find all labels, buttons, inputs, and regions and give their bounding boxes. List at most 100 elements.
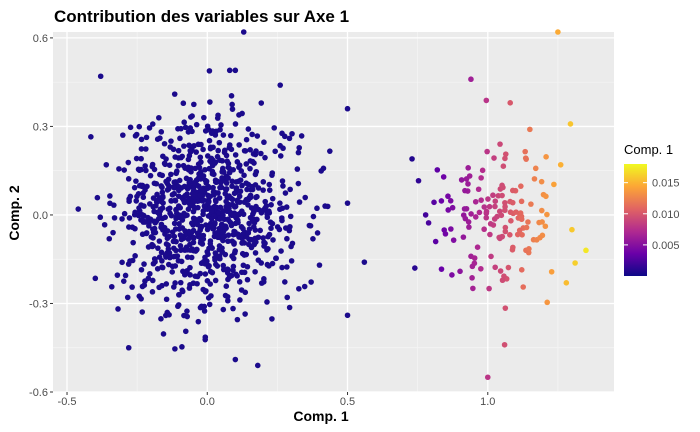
data-point <box>422 212 429 218</box>
data-point <box>266 231 273 238</box>
data-point <box>161 160 168 167</box>
data-point <box>107 200 113 207</box>
data-point <box>94 194 101 201</box>
data-point <box>212 250 219 256</box>
data-point <box>252 250 259 256</box>
data-point <box>296 285 302 292</box>
data-point <box>209 245 215 251</box>
data-point <box>198 168 204 175</box>
data-point <box>195 183 202 190</box>
data-point <box>486 203 493 210</box>
data-point <box>229 253 235 259</box>
x-axis-label: Comp. 1 <box>293 408 348 424</box>
data-point <box>126 198 132 205</box>
data-point <box>181 119 187 126</box>
data-point <box>176 291 182 298</box>
data-point <box>237 297 243 303</box>
data-point <box>415 177 422 184</box>
data-point <box>252 227 259 233</box>
data-point <box>232 67 239 74</box>
data-point <box>142 219 148 225</box>
data-point <box>185 156 192 163</box>
data-point <box>316 262 323 268</box>
data-point <box>186 142 192 149</box>
data-point <box>145 275 152 282</box>
data-point <box>310 235 316 242</box>
data-point <box>266 208 272 214</box>
data-point <box>176 226 183 232</box>
data-point <box>468 211 474 217</box>
data-point <box>322 203 328 209</box>
data-point <box>186 195 192 202</box>
data-point <box>127 124 134 131</box>
data-point <box>175 302 182 308</box>
data-point <box>295 149 302 156</box>
data-point <box>228 272 235 279</box>
data-point <box>231 210 238 217</box>
data-point <box>204 248 211 255</box>
data-point <box>195 175 202 182</box>
data-point <box>278 248 284 254</box>
colorbar <box>624 164 647 276</box>
data-point <box>284 294 291 301</box>
data-point <box>110 229 116 236</box>
data-point <box>478 175 484 181</box>
data-point <box>476 209 483 216</box>
data-point <box>175 162 182 169</box>
data-point <box>463 176 470 182</box>
data-point <box>164 228 171 234</box>
data-point <box>282 190 289 196</box>
y-tick-label: 0.0 <box>33 210 48 222</box>
data-point <box>217 126 223 133</box>
data-point <box>288 258 295 264</box>
data-point <box>233 271 239 278</box>
data-point <box>108 283 115 290</box>
data-point <box>187 264 193 271</box>
data-point <box>537 234 543 241</box>
data-point <box>106 235 113 242</box>
data-point <box>198 303 205 310</box>
data-point <box>532 165 539 172</box>
data-point <box>181 210 187 217</box>
data-point <box>232 152 239 158</box>
data-point <box>190 199 197 206</box>
data-point <box>169 191 176 198</box>
data-point <box>502 155 508 162</box>
data-point <box>125 176 132 182</box>
data-point <box>236 211 242 218</box>
x-tick-label: 0.5 <box>340 396 355 408</box>
data-point <box>412 265 418 271</box>
data-point <box>219 175 225 181</box>
data-point <box>296 144 303 151</box>
data-point <box>286 227 293 234</box>
data-point <box>270 237 276 243</box>
data-point <box>111 215 118 221</box>
data-point <box>169 269 176 275</box>
data-point <box>158 129 165 135</box>
data-point <box>165 242 171 248</box>
data-point <box>188 254 195 261</box>
data-point <box>176 221 182 227</box>
data-point <box>92 275 99 282</box>
data-point <box>198 141 204 148</box>
data-point <box>146 223 152 229</box>
data-point <box>509 187 516 194</box>
data-point <box>182 192 188 199</box>
data-point <box>146 125 153 131</box>
data-point <box>159 189 166 196</box>
data-point <box>273 255 279 262</box>
data-point <box>572 260 578 266</box>
data-point <box>209 128 216 134</box>
data-point <box>481 226 487 233</box>
data-point <box>249 158 256 165</box>
data-point <box>146 270 153 277</box>
data-point <box>178 214 185 221</box>
data-point <box>142 163 148 169</box>
data-point <box>508 218 514 224</box>
data-point <box>138 295 144 302</box>
data-point <box>465 181 471 187</box>
data-point <box>247 192 254 199</box>
data-point <box>283 204 290 210</box>
data-point <box>219 167 226 174</box>
data-point <box>468 76 474 83</box>
